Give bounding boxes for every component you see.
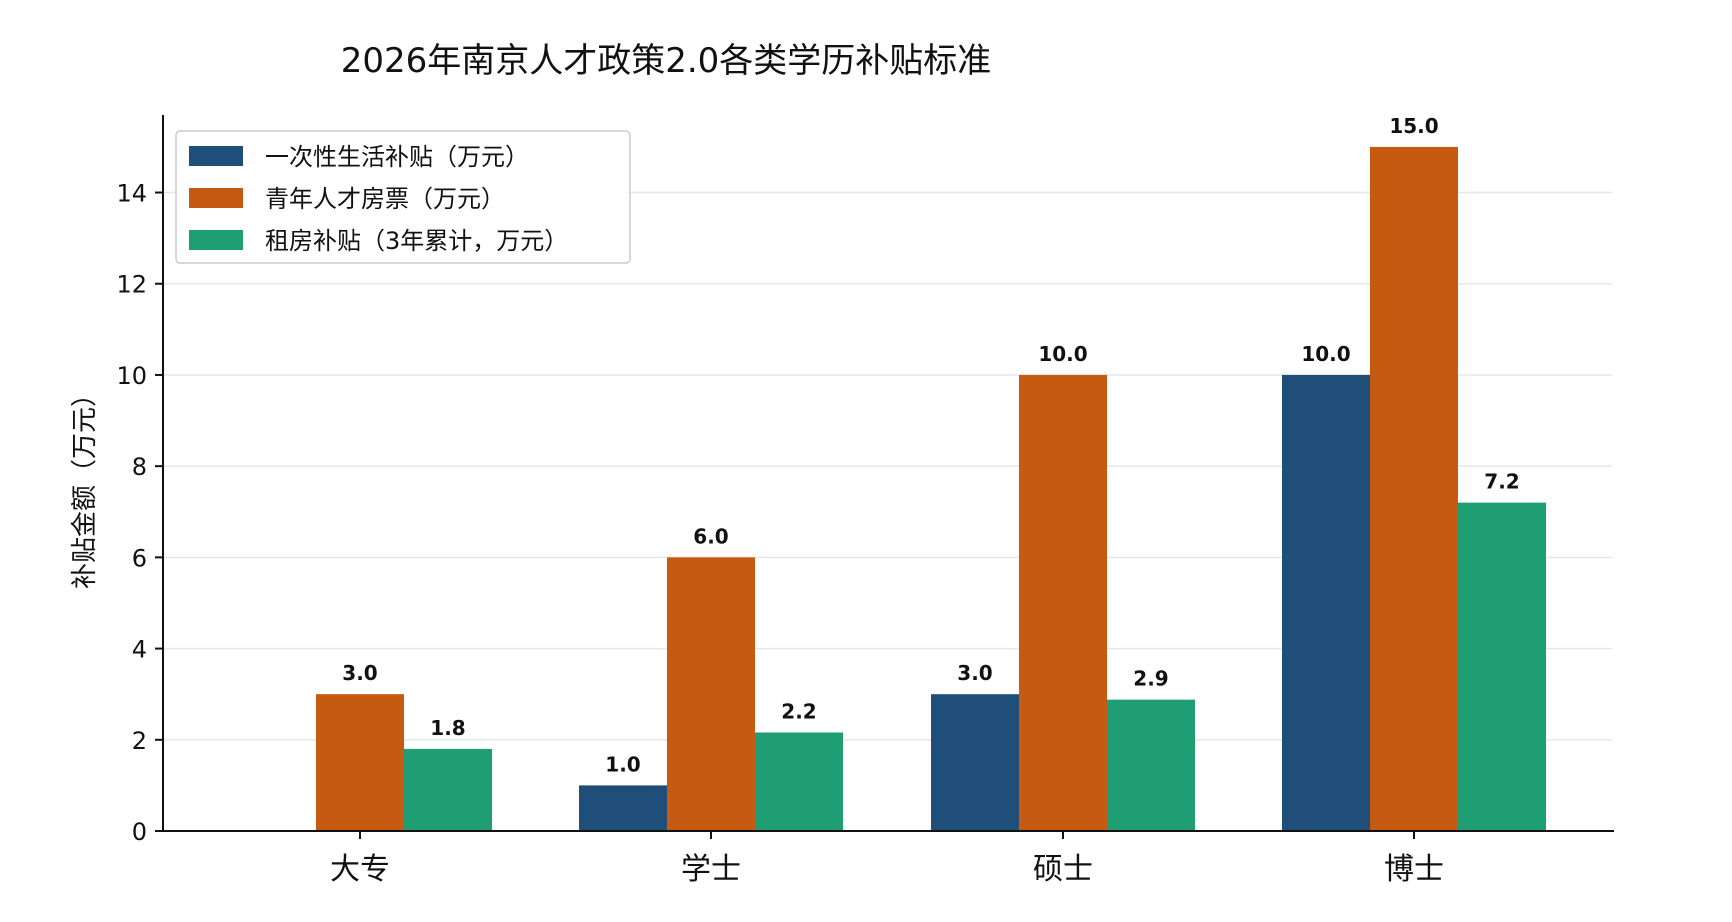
x-categories: 大专 学士 硕士 博士 bbox=[330, 831, 1444, 887]
y-tick-label: 0 bbox=[132, 818, 147, 846]
y-tick-label: 4 bbox=[132, 636, 147, 664]
y-ticks: 0 2 4 6 8 10 12 14 bbox=[116, 180, 163, 846]
y-tick-label: 2 bbox=[132, 727, 147, 755]
chart-title: 2026年南京人才政策2.0各类学历补贴标准 bbox=[341, 41, 992, 81]
x-category-label: 大专 bbox=[330, 852, 390, 887]
y-tick-label: 12 bbox=[116, 271, 147, 299]
data-label: 3.0 bbox=[342, 661, 377, 685]
data-label: 7.2 bbox=[1484, 470, 1519, 494]
bar-series-2-博士 bbox=[1458, 502, 1546, 831]
data-label: 10.0 bbox=[1038, 342, 1087, 366]
y-tick-label: 10 bbox=[116, 362, 147, 390]
data-label: 6.0 bbox=[693, 524, 728, 548]
legend-label: 一次性生活补贴（万元） bbox=[265, 143, 529, 171]
data-label: 1.0 bbox=[605, 752, 640, 776]
bar-series-0-学士 bbox=[579, 785, 667, 831]
bar-series-2-硕士 bbox=[1107, 699, 1195, 831]
bar-series-0-硕士 bbox=[931, 694, 1019, 831]
legend-label: 租房补贴（3年累计，万元） bbox=[265, 227, 568, 255]
data-label: 1.8 bbox=[430, 716, 465, 740]
bar-series-1-大专 bbox=[316, 694, 404, 831]
bars bbox=[316, 146, 1546, 831]
bar-series-2-学士 bbox=[755, 732, 843, 831]
x-category-label: 硕士 bbox=[1033, 852, 1093, 887]
bar-series-1-学士 bbox=[667, 557, 755, 831]
axes bbox=[162, 115, 1614, 832]
data-label: 10.0 bbox=[1301, 342, 1350, 366]
legend-swatch-1 bbox=[189, 188, 243, 208]
bar-series-1-博士 bbox=[1370, 146, 1458, 831]
legend-label: 青年人才房票（万元） bbox=[265, 185, 505, 213]
y-tick-label: 8 bbox=[132, 453, 147, 481]
bar-series-0-博士 bbox=[1282, 374, 1370, 831]
data-label: 3.0 bbox=[957, 661, 992, 685]
legend-frame bbox=[175, 130, 631, 264]
legend: 一次性生活补贴（万元） 青年人才房票（万元） 租房补贴（3年累计，万元） bbox=[175, 130, 631, 264]
bar-series-2-大专 bbox=[404, 748, 492, 831]
data-label: 15.0 bbox=[1389, 114, 1438, 138]
y-tick-label: 14 bbox=[116, 180, 147, 208]
x-category-label: 学士 bbox=[681, 852, 741, 887]
y-axis-label: 补贴金额（万元） bbox=[70, 381, 100, 589]
y-tick-label: 6 bbox=[132, 544, 147, 572]
bar-series-1-硕士 bbox=[1019, 374, 1107, 831]
legend-swatch-2 bbox=[189, 230, 243, 250]
x-category-label: 博士 bbox=[1384, 852, 1444, 887]
data-labels: 3.0 1.8 1.0 6.0 2.2 3.0 10.0 2.9 10.0 15.0 7.2 bbox=[342, 114, 1519, 776]
data-label: 2.2 bbox=[781, 699, 816, 723]
legend-swatch-0 bbox=[189, 146, 243, 166]
legend-items: 一次性生活补贴（万元） 青年人才房票（万元） 租房补贴（3年累计，万元） bbox=[189, 143, 568, 255]
data-label: 2.9 bbox=[1133, 667, 1168, 691]
